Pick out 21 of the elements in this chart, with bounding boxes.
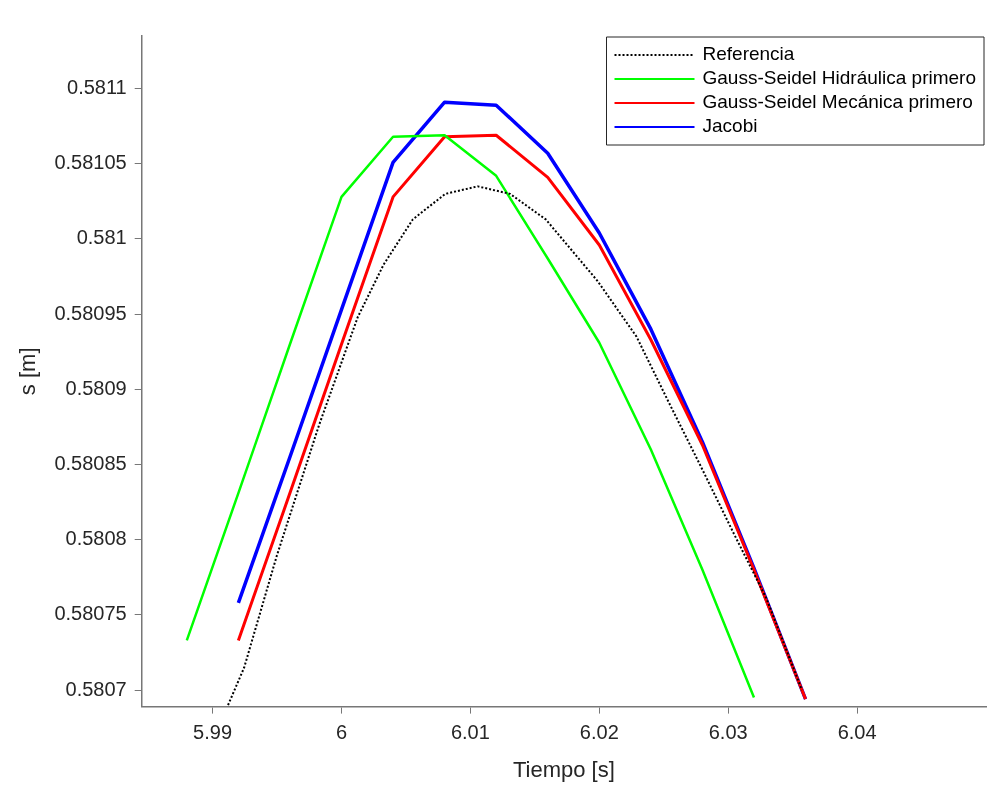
legend-label: Jacobi — [702, 115, 758, 137]
y-axis-title: s [m] — [15, 347, 41, 396]
y-tick-label: 0.5807 — [65, 677, 127, 700]
x-axis-title: Tiempo [s] — [512, 756, 615, 782]
y-tick-label: 0.581 — [76, 226, 127, 249]
x-tick-label: 6.02 — [579, 721, 619, 744]
y-tick-label: 0.58075 — [54, 602, 127, 625]
y-tick-label: 0.58105 — [54, 151, 127, 174]
y-tick-label: 0.5809 — [65, 376, 127, 399]
legend-label: Referencia — [702, 43, 795, 65]
x-tick-label: 6.04 — [837, 721, 877, 744]
x-tick-label: 6.01 — [450, 721, 490, 744]
legend-label: Gauss-Seidel Mecánica primero — [702, 91, 973, 113]
y-tick-label: 0.5808 — [65, 527, 127, 550]
y-tick-label: 0.58085 — [54, 452, 127, 475]
y-tick-label: 0.5811 — [67, 76, 127, 99]
x-tick-label: 5.99 — [193, 721, 233, 744]
legend-label: Gauss-Seidel Hidráulica primero — [702, 67, 976, 89]
x-tick-label: 6.03 — [708, 721, 748, 744]
y-tick-label: 0.58095 — [54, 301, 127, 324]
x-tick-label: 6 — [335, 721, 348, 744]
